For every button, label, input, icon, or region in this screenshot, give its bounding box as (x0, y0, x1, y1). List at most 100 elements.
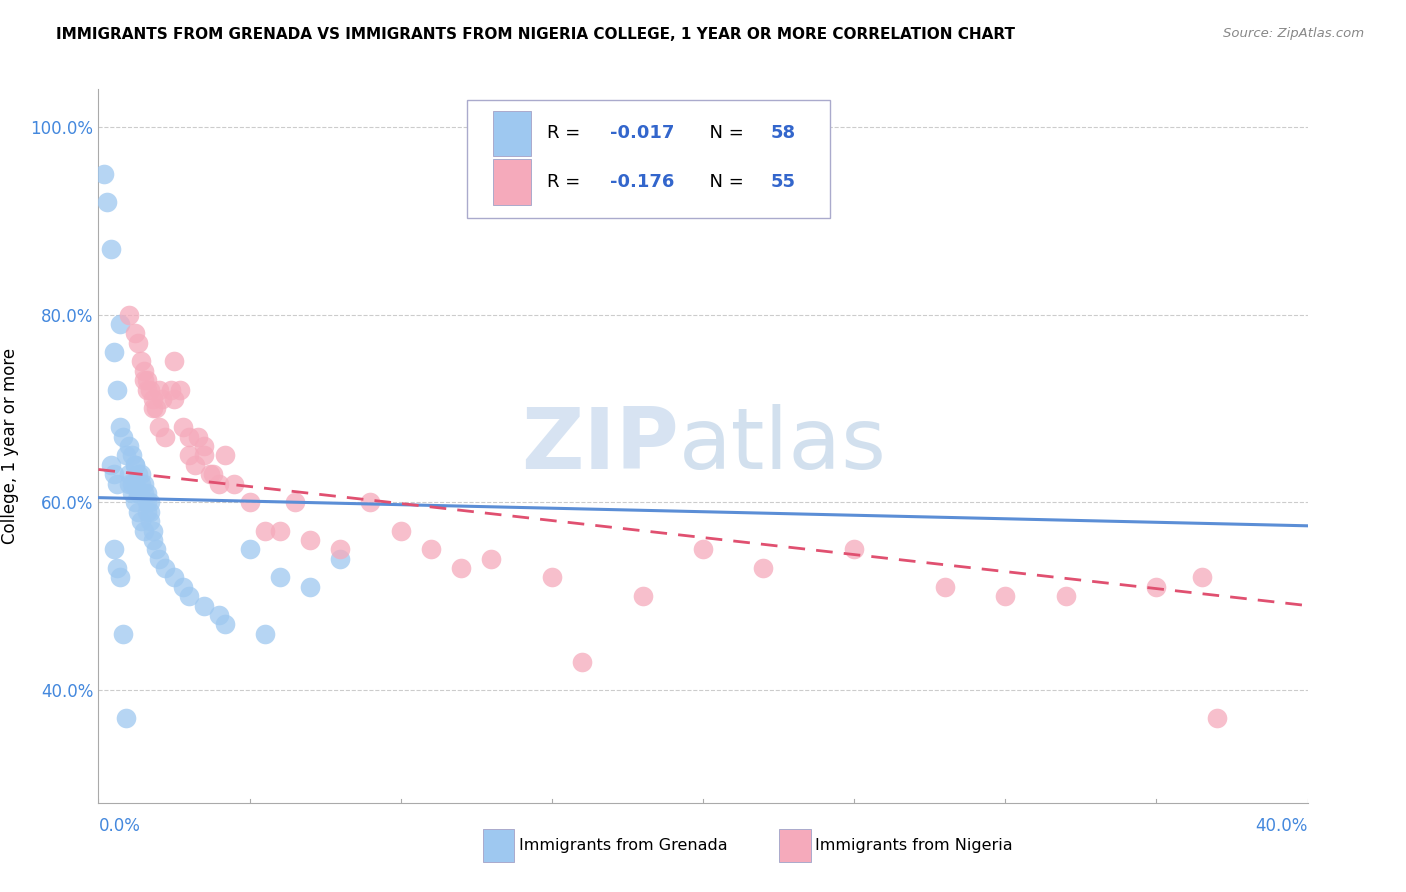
Point (124, 458, 146, 472)
Text: -0.017: -0.017 (610, 125, 675, 143)
Point (253, 524, 276, 538)
FancyBboxPatch shape (492, 159, 531, 205)
Point (148, 383, 170, 397)
Point (299, 533, 322, 547)
Point (139, 505, 162, 519)
Point (329, 551, 352, 566)
Point (108, 317, 131, 331)
Point (93, 167, 115, 181)
Point (389, 524, 412, 538)
Point (135, 495, 157, 509)
Point (200, 467, 222, 482)
Point (124, 458, 146, 472)
Point (127, 486, 149, 500)
Point (96, 194, 118, 209)
Point (103, 542, 125, 557)
Point (121, 486, 143, 500)
Point (163, 392, 186, 406)
Point (118, 308, 141, 322)
Point (540, 570, 562, 584)
Point (121, 476, 143, 491)
Point (450, 561, 472, 575)
Point (1144, 580, 1167, 594)
Point (111, 429, 134, 443)
FancyBboxPatch shape (779, 830, 811, 862)
Point (132, 486, 155, 500)
Point (132, 364, 155, 378)
Point (114, 711, 136, 725)
Point (139, 495, 162, 509)
Point (132, 373, 155, 387)
Point (214, 449, 236, 463)
Point (169, 383, 191, 397)
Point (105, 476, 128, 491)
Point (208, 476, 231, 491)
Text: R =: R = (547, 173, 586, 191)
Point (193, 439, 215, 453)
Point (124, 326, 146, 341)
Point (360, 495, 382, 509)
Point (148, 420, 170, 434)
Point (994, 589, 1017, 603)
Point (135, 486, 157, 500)
Point (269, 524, 291, 538)
Point (142, 533, 165, 547)
Point (127, 505, 149, 519)
Point (142, 392, 165, 406)
Point (269, 570, 291, 584)
Point (129, 514, 152, 528)
Point (184, 458, 207, 472)
Point (179, 449, 201, 463)
Point (284, 495, 307, 509)
Text: 0.0%: 0.0% (98, 817, 141, 835)
Point (1191, 570, 1213, 584)
Point (100, 458, 122, 472)
Text: N =: N = (699, 125, 749, 143)
Point (111, 627, 134, 641)
Point (124, 476, 146, 491)
Point (105, 561, 128, 575)
Text: atlas: atlas (679, 404, 887, 488)
Point (172, 580, 194, 594)
Point (150, 392, 173, 406)
Point (420, 542, 443, 557)
Point (142, 401, 165, 416)
Point (135, 373, 157, 387)
Point (129, 467, 152, 482)
Point (193, 599, 215, 613)
Point (160, 383, 183, 397)
Point (145, 542, 167, 557)
Point (153, 429, 176, 443)
Point (114, 449, 136, 463)
Point (179, 589, 201, 603)
Point (148, 551, 170, 566)
Point (108, 420, 131, 434)
Point (752, 561, 775, 575)
Point (187, 429, 209, 443)
FancyBboxPatch shape (492, 111, 531, 156)
Point (132, 524, 155, 538)
Point (224, 476, 246, 491)
Point (631, 589, 654, 603)
Text: 55: 55 (770, 173, 796, 191)
Point (135, 383, 157, 397)
Text: Immigrants from Grenada: Immigrants from Grenada (519, 838, 728, 853)
Point (172, 420, 194, 434)
Point (571, 655, 593, 669)
Point (135, 505, 157, 519)
Text: Source: ZipAtlas.com: Source: ZipAtlas.com (1223, 27, 1364, 40)
Point (108, 570, 131, 584)
Point (193, 449, 215, 463)
Point (481, 551, 503, 566)
Point (127, 335, 149, 350)
Text: 40.0%: 40.0% (1256, 817, 1308, 835)
Point (163, 354, 186, 368)
Point (129, 476, 152, 491)
Point (202, 467, 225, 482)
Point (129, 354, 152, 368)
Point (1206, 711, 1229, 725)
Point (103, 467, 125, 482)
Point (934, 580, 956, 594)
Point (844, 542, 866, 557)
Point (139, 383, 162, 397)
